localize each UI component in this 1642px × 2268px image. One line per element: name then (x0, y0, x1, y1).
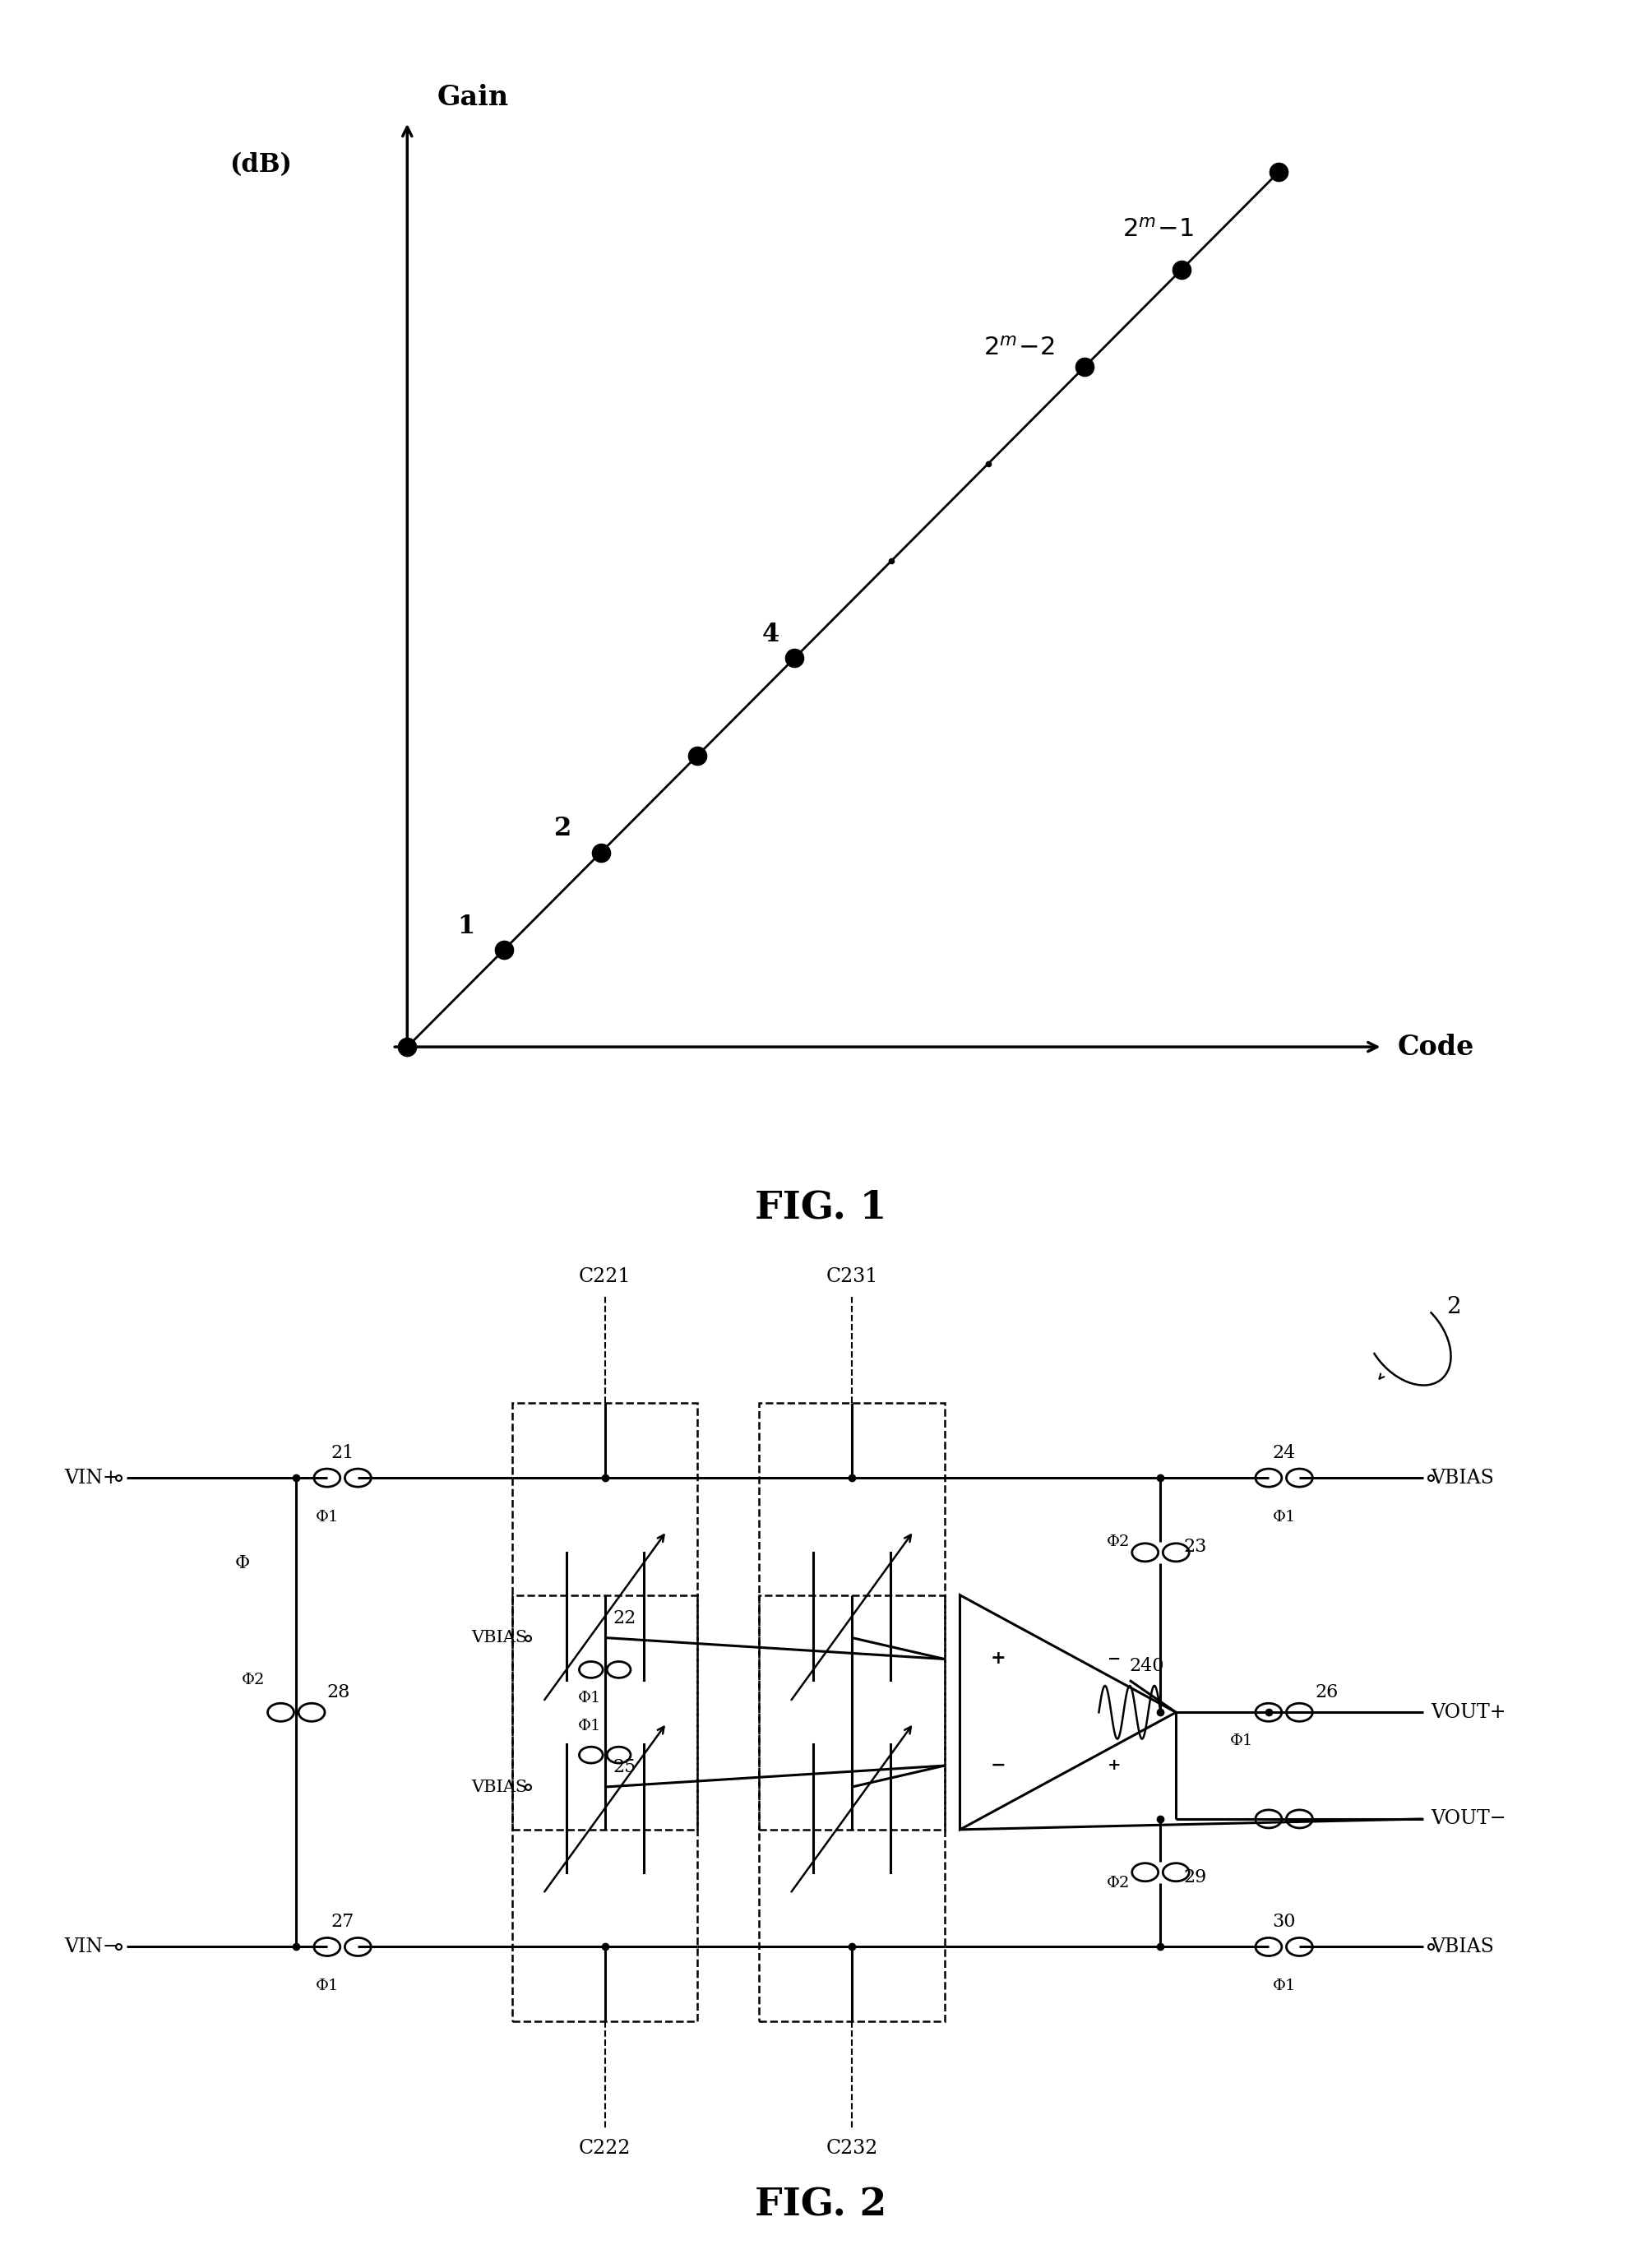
Text: Φ1: Φ1 (578, 1719, 601, 1733)
Text: FIG. 1: FIG. 1 (755, 1188, 887, 1227)
Text: Φ1: Φ1 (315, 1978, 338, 1994)
Text: VOUT−: VOUT− (1430, 1810, 1506, 1828)
Text: −: − (990, 1758, 1007, 1774)
Text: Φ1: Φ1 (1230, 1733, 1253, 1749)
Text: Gain: Gain (437, 84, 509, 111)
Text: 29: 29 (1184, 1869, 1207, 1887)
Text: (dB): (dB) (230, 152, 292, 177)
Text: C221: C221 (580, 1268, 631, 1286)
Text: Φ1: Φ1 (1273, 1510, 1296, 1524)
Text: VBIAS: VBIAS (471, 1778, 527, 1794)
Text: 2: 2 (553, 816, 571, 841)
Text: Φ: Φ (235, 1554, 250, 1572)
Text: VOUT+: VOUT+ (1430, 1703, 1506, 1721)
Text: Φ2: Φ2 (1107, 1876, 1130, 1889)
Text: C222: C222 (580, 2139, 631, 2157)
Text: 25: 25 (612, 1758, 635, 1776)
Text: 24: 24 (1273, 1445, 1296, 1463)
Text: VIN+: VIN+ (64, 1467, 118, 1488)
Text: Φ1: Φ1 (315, 1510, 338, 1524)
Text: VBIAS: VBIAS (471, 1631, 527, 1647)
Text: 28: 28 (327, 1683, 350, 1701)
Bar (512, 1404, 698, 1830)
Text: Code: Code (1397, 1034, 1475, 1061)
Text: 27: 27 (332, 1912, 355, 1930)
Text: −: − (1108, 1651, 1121, 1667)
Text: 240: 240 (1130, 1658, 1164, 1676)
Text: 23: 23 (1184, 1538, 1207, 1556)
Bar (759, 1594, 944, 2021)
Text: VBIAS: VBIAS (1430, 1937, 1494, 1957)
Text: Φ2: Φ2 (241, 1674, 266, 1687)
Bar (759, 1404, 944, 1830)
Text: $2^m\!-\!1$: $2^m\!-\!1$ (1123, 218, 1194, 243)
Text: Φ2: Φ2 (1107, 1535, 1130, 1549)
Text: 26: 26 (1315, 1683, 1338, 1701)
Bar (512, 1594, 698, 2021)
Text: FIG. 2: FIG. 2 (755, 2186, 887, 2225)
Text: VIN−: VIN− (64, 1937, 118, 1957)
Text: Φ1: Φ1 (1273, 1978, 1296, 1994)
Text: 22: 22 (612, 1608, 635, 1626)
Text: 30: 30 (1273, 1912, 1296, 1930)
Text: C231: C231 (826, 1268, 878, 1286)
Text: Φ1: Φ1 (578, 1692, 601, 1706)
Text: 2: 2 (1447, 1297, 1461, 1318)
Text: $2^m\!-\!2$: $2^m\!-\!2$ (984, 336, 1056, 361)
Text: C232: C232 (826, 2139, 878, 2157)
Text: +: + (990, 1651, 1007, 1667)
Text: 4: 4 (762, 621, 780, 646)
Text: VBIAS: VBIAS (1430, 1467, 1494, 1488)
Text: 1: 1 (456, 914, 475, 939)
Text: +: + (1107, 1758, 1121, 1774)
Text: 21: 21 (332, 1445, 355, 1463)
